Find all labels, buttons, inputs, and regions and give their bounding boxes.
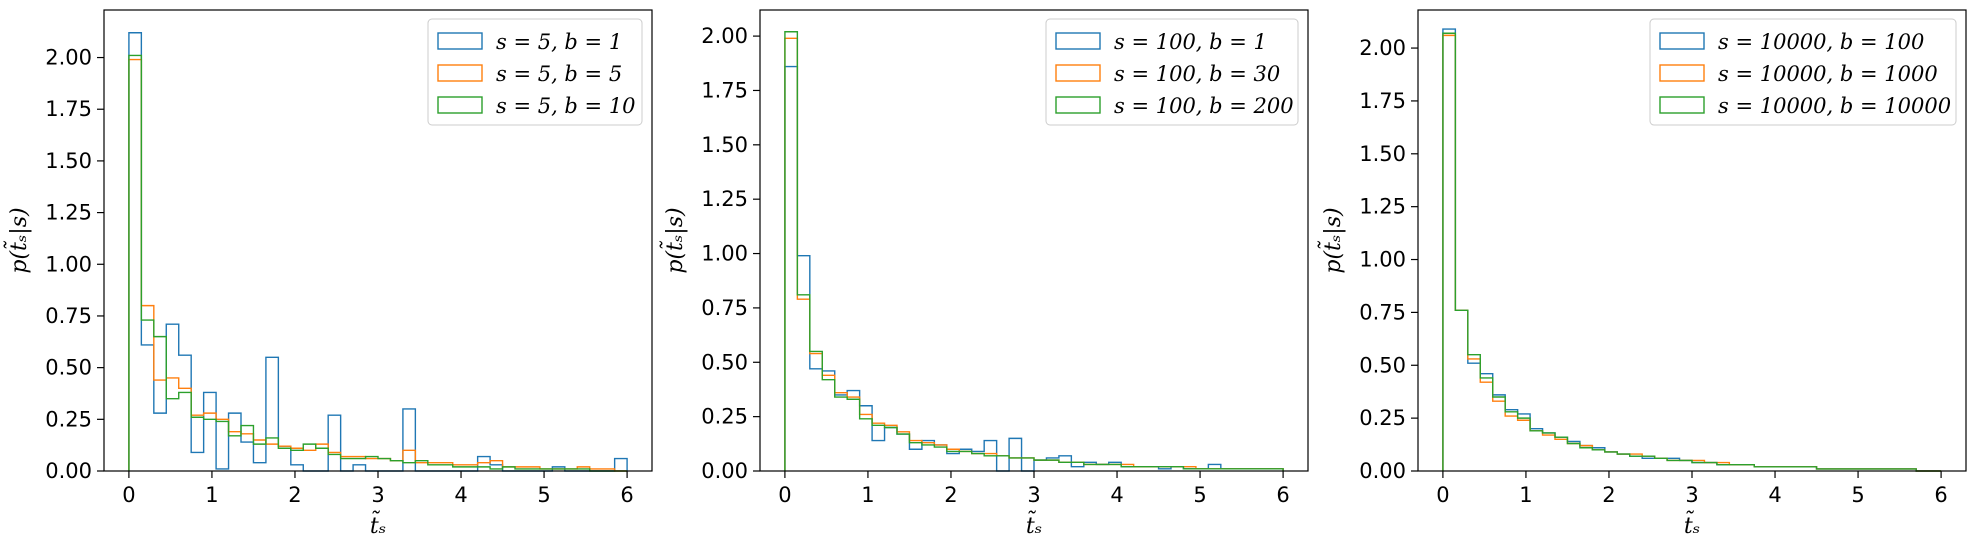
y-tick-label: 1.25 bbox=[45, 201, 92, 225]
x-tick-label: 5 bbox=[1851, 483, 1864, 507]
legend-label: s = 5, b = 5 bbox=[496, 62, 622, 86]
legend-swatch bbox=[437, 96, 483, 114]
x-tick-label: 6 bbox=[620, 483, 633, 507]
y-tick-label: 1.50 bbox=[1359, 142, 1406, 166]
y-tick-label: 0.75 bbox=[45, 304, 92, 328]
y-axis-label: p(t̃ₛ|s) bbox=[658, 207, 688, 273]
y-tick-label: 1.50 bbox=[45, 149, 92, 173]
legend: s = 100, b = 1 s = 100, b = 30 s = 100, b … bbox=[1045, 18, 1299, 126]
legend-swatch bbox=[437, 32, 483, 50]
x-tick-label: 2 bbox=[944, 483, 957, 507]
y-axis-label: p(t̃ₛ|s) bbox=[1316, 207, 1346, 273]
chart-panel-3: 0 1 2 3 4 5 6 0.00 0.25 0.50 0.75 1.00 1.25 1.50 1.75 2… bbox=[1316, 9, 1967, 539]
y-tick-label: 2.00 bbox=[701, 24, 748, 48]
legend-label: s = 10000, b = 10000 bbox=[1718, 94, 1951, 118]
y-tick-label: 0.25 bbox=[701, 405, 748, 429]
y-tick-label: 1.75 bbox=[1359, 89, 1406, 113]
legend-frame bbox=[1649, 18, 1957, 126]
histogram-series-3 bbox=[1442, 32, 1942, 472]
y-axis-label: p(t̃ₛ|s) bbox=[2, 207, 32, 273]
y-tick-label: 0.50 bbox=[45, 356, 92, 380]
x-tick-label: 6 bbox=[1934, 483, 1947, 507]
x-tick-label: 2 bbox=[288, 483, 301, 507]
y-tick-label: 0.00 bbox=[1359, 459, 1406, 483]
x-tick-label: 3 bbox=[1685, 483, 1698, 507]
x-tick-label: 4 bbox=[454, 483, 467, 507]
x-tick-label: 5 bbox=[537, 483, 550, 507]
y-tick-label: 1.75 bbox=[45, 97, 92, 121]
y-tick-label: 1.00 bbox=[45, 252, 92, 276]
x-tick-label: 0 bbox=[122, 483, 135, 507]
legend-swatch bbox=[1659, 96, 1705, 114]
legend-frame bbox=[1045, 18, 1299, 126]
y-tick-label: 0.25 bbox=[45, 407, 92, 431]
legend-label: s = 10000, b = 1000 bbox=[1718, 62, 1938, 86]
legend-swatch bbox=[1055, 64, 1101, 82]
x-tick-label: 1 bbox=[205, 483, 218, 507]
legend-swatch bbox=[1055, 96, 1101, 114]
y-tick-label: 0.25 bbox=[1359, 406, 1406, 430]
x-axis-label: t̃ₛ bbox=[1026, 509, 1042, 539]
y-tick-label: 1.00 bbox=[701, 242, 748, 266]
y-tick-label: 0.00 bbox=[45, 459, 92, 483]
y-tick-label: 1.50 bbox=[701, 133, 748, 157]
x-tick-label: 3 bbox=[1027, 483, 1040, 507]
x-tick-label: 1 bbox=[1519, 483, 1532, 507]
legend-label: s = 100, b = 200 bbox=[1114, 94, 1294, 118]
y-tick-label: 1.75 bbox=[701, 78, 748, 102]
chart-panel-2: 0 1 2 3 4 5 6 0.00 0.25 0.50 0.75 1.00 1.25 1.50 1.75 2… bbox=[658, 9, 1309, 539]
legend-label: s = 5, b = 10 bbox=[496, 94, 636, 118]
y-tick-label: 0.50 bbox=[701, 350, 748, 374]
y-tick-label: 0.75 bbox=[701, 296, 748, 320]
x-axis-label: t̃ₛ bbox=[1684, 509, 1700, 539]
legend: s = 5, b = 1 s = 5, b = 5 s = 5, b = 10 bbox=[427, 18, 643, 126]
y-tick-label: 1.25 bbox=[701, 187, 748, 211]
y-tick-label: 2.00 bbox=[1359, 36, 1406, 60]
x-tick-label: 5 bbox=[1193, 483, 1206, 507]
x-tick-label: 0 bbox=[778, 483, 791, 507]
y-tick-label: 0.75 bbox=[1359, 300, 1406, 324]
y-tick-label: 1.00 bbox=[1359, 248, 1406, 272]
y-tick-label: 0.50 bbox=[1359, 353, 1406, 377]
legend-swatch bbox=[1659, 32, 1705, 50]
chart-panel-1: 0 1 2 3 4 5 6 0.00 0.25 0.50 0.75 1.00 1.25 1.50 1.75 2… bbox=[2, 9, 653, 539]
x-tick-label: 0 bbox=[1436, 483, 1449, 507]
x-tick-label: 2 bbox=[1602, 483, 1615, 507]
y-tick-label: 0.00 bbox=[701, 459, 748, 483]
legend-label: s = 5, b = 1 bbox=[496, 30, 622, 54]
x-tick-label: 3 bbox=[371, 483, 384, 507]
legend-swatch bbox=[1659, 64, 1705, 82]
y-tick-label: 1.25 bbox=[1359, 195, 1406, 219]
y-tick-label: 2.00 bbox=[45, 46, 92, 70]
legend-label: s = 10000, b = 100 bbox=[1718, 30, 1924, 54]
x-axis-label: t̃ₛ bbox=[370, 509, 386, 539]
legend-swatch bbox=[1055, 32, 1101, 50]
legend: s = 10000, b = 100 s = 10000, b = 1000 s =… bbox=[1649, 18, 1957, 126]
legend-swatch bbox=[437, 64, 483, 82]
x-tick-label: 6 bbox=[1276, 483, 1289, 507]
legend-label: s = 100, b = 1 bbox=[1114, 30, 1267, 54]
legend-label: s = 100, b = 30 bbox=[1114, 62, 1280, 86]
histogram-series-3 bbox=[784, 31, 1284, 471]
histogram-series-3 bbox=[128, 54, 628, 472]
x-tick-label: 4 bbox=[1110, 483, 1123, 507]
x-tick-label: 4 bbox=[1768, 483, 1781, 507]
x-tick-label: 1 bbox=[861, 483, 874, 507]
